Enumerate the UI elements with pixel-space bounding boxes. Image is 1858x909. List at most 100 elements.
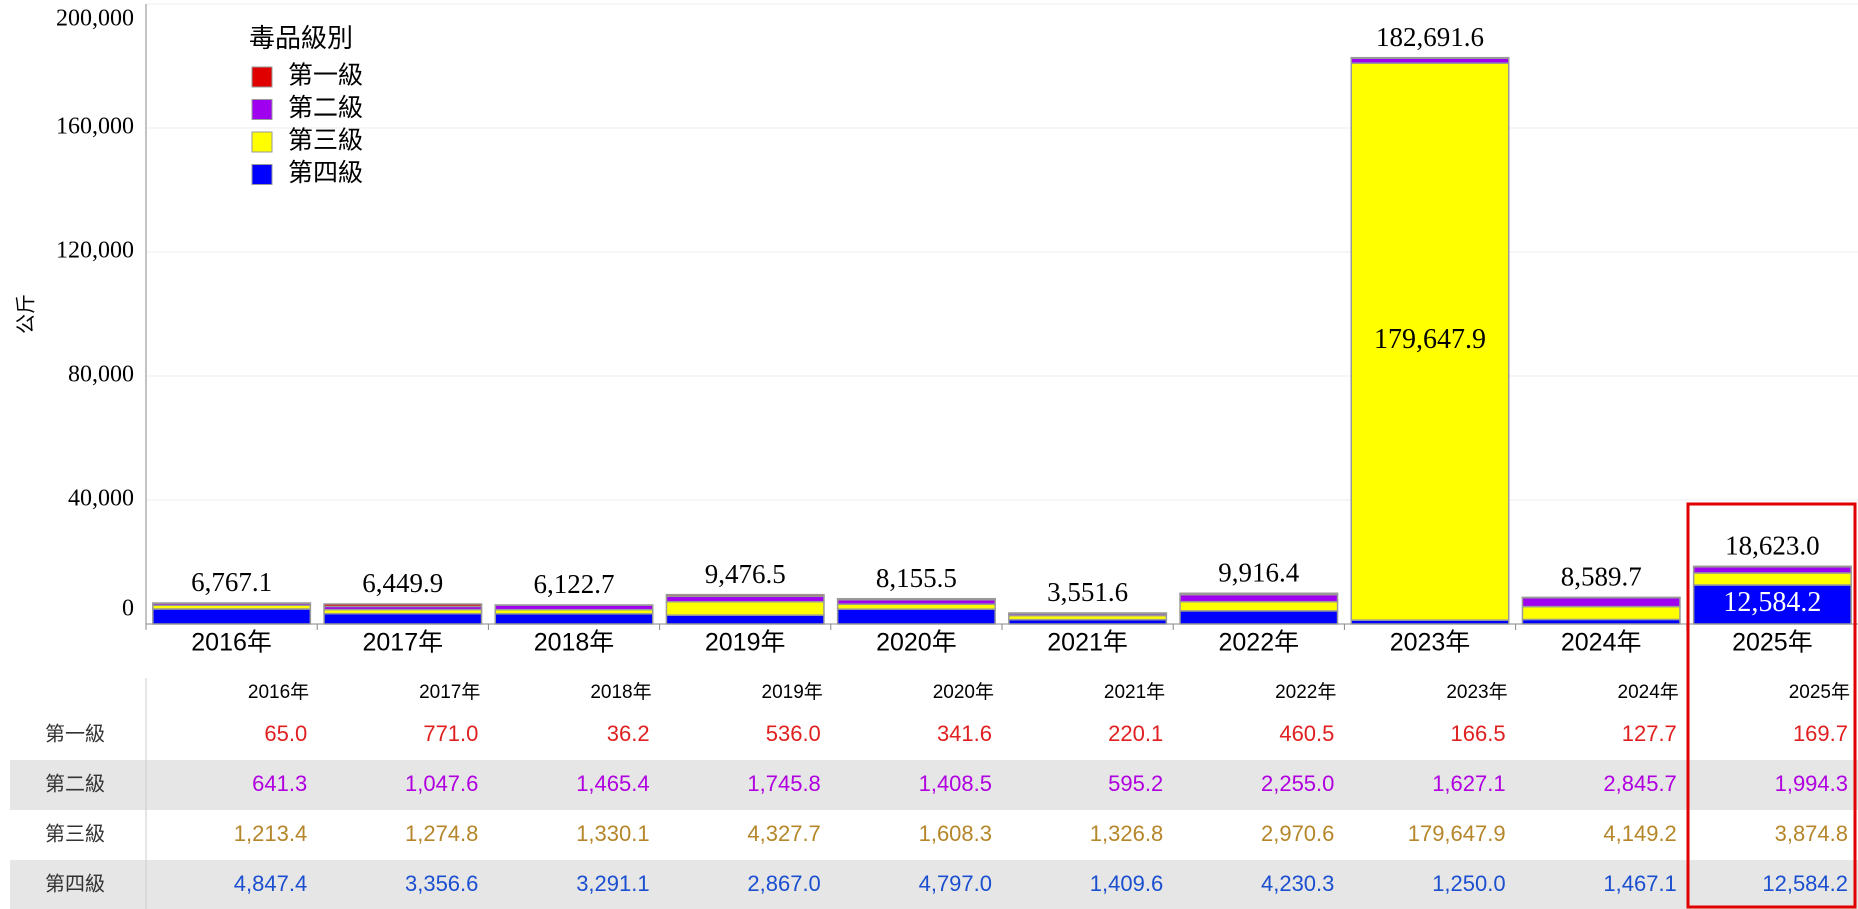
table-cell: 595.2 <box>1108 771 1163 796</box>
legend-label: 第四級 <box>288 159 363 187</box>
table-cell: 536.0 <box>766 721 821 746</box>
legend-label: 第三級 <box>288 127 363 155</box>
table-cell: 3,874.8 <box>1775 821 1848 846</box>
legend-title: 毒品級別 <box>249 24 353 53</box>
y-axis-title: 公斤 <box>15 294 38 334</box>
legend-label: 第一級 <box>288 62 363 90</box>
table-cell: 4,327.7 <box>747 821 820 846</box>
y-tick-label: 40,000 <box>68 486 134 512</box>
table-cell: 4,230.3 <box>1261 871 1334 896</box>
table-cell: 4,847.4 <box>234 871 307 896</box>
table-cell: 341.6 <box>937 721 992 746</box>
y-tick-label: 80,000 <box>68 362 134 388</box>
table-cell: 1,326.8 <box>1090 821 1163 846</box>
total-label: 18,623.0 <box>1725 530 1820 560</box>
table-cell: 220.1 <box>1108 721 1163 746</box>
table-cell: 3,291.1 <box>576 871 649 896</box>
bar-segment <box>1692 584 1852 625</box>
table-header: 2016年 <box>248 681 309 703</box>
y-tick-label: 160,000 <box>56 114 134 140</box>
table-cell: 169.7 <box>1793 721 1848 746</box>
table-cell: 1,047.6 <box>405 771 478 796</box>
x-tick-label: 2020年 <box>876 629 957 657</box>
bar-segment <box>665 595 825 603</box>
table-header: 2017年 <box>419 681 480 703</box>
legend-swatch <box>251 131 273 153</box>
bar-segment <box>665 593 825 598</box>
bar-segment <box>1179 593 1339 603</box>
table-cell: 1,330.1 <box>576 821 649 846</box>
table-header: 2019年 <box>762 681 823 703</box>
y-tick-label: 0 <box>122 596 134 622</box>
bar-segment <box>836 608 996 625</box>
table-row-label: 第二級 <box>45 772 105 795</box>
table-cell: 1,274.8 <box>405 821 478 846</box>
row-band <box>10 860 1858 909</box>
bar-segment <box>1692 566 1852 574</box>
table-cell: 771.0 <box>423 721 478 746</box>
table-cell: 1,608.3 <box>919 821 992 846</box>
x-tick-label: 2016年 <box>191 629 272 657</box>
x-tick-label: 2018年 <box>534 629 615 657</box>
table-row-label: 第一級 <box>45 722 105 745</box>
bar-segment <box>323 612 483 625</box>
table-cell: 12,584.2 <box>1762 871 1848 896</box>
table-header: 2024年 <box>1618 681 1679 703</box>
total-label: 8,155.5 <box>876 563 957 593</box>
table-header: 2020年 <box>933 681 994 703</box>
total-label: 9,916.4 <box>1218 557 1300 587</box>
legend-swatch <box>251 66 273 88</box>
total-label: 182,691.6 <box>1376 22 1484 52</box>
legend-label: 第二級 <box>288 94 363 122</box>
legend-swatch <box>251 99 273 120</box>
x-tick-label: 2021年 <box>1047 629 1128 657</box>
bar-segment <box>1350 57 1510 64</box>
bar-segment <box>665 600 825 616</box>
row-band <box>10 760 1858 810</box>
bar-segment <box>1692 572 1852 586</box>
x-tick-label: 2025年 <box>1732 629 1813 657</box>
bar-segment <box>1692 565 1852 568</box>
bar-segment <box>152 608 312 625</box>
table-row-label: 第三級 <box>45 822 105 845</box>
table-cell: 1,994.3 <box>1775 771 1848 796</box>
table-header: 2023年 <box>1446 681 1507 703</box>
table-cell: 460.5 <box>1279 721 1334 746</box>
table-cell: 2,970.6 <box>1261 821 1334 846</box>
total-label: 6,767.1 <box>191 567 272 597</box>
segment-label: 179,647.9 <box>1374 324 1486 355</box>
x-tick-label: 2017年 <box>362 629 443 657</box>
x-tick-label: 2019年 <box>705 629 786 657</box>
x-tick-label: 2022年 <box>1218 629 1299 657</box>
total-label: 3,551.6 <box>1047 577 1128 607</box>
table-cell: 641.3 <box>252 771 307 796</box>
table-cell: 4,149.2 <box>1603 821 1676 846</box>
bar-segment <box>665 614 825 625</box>
bar-segment <box>836 597 996 601</box>
bar-segment <box>1179 610 1339 625</box>
table-cell: 2,845.7 <box>1603 771 1676 796</box>
bar-segment <box>1350 56 1510 59</box>
table-cell: 1,408.5 <box>919 771 992 796</box>
table-row-label: 第四級 <box>45 872 105 895</box>
table-cell: 179,647.9 <box>1408 821 1506 846</box>
segment-label: 12,584.2 <box>1723 587 1821 618</box>
y-tick-label: 120,000 <box>56 238 134 264</box>
x-tick-label: 2024年 <box>1561 629 1642 657</box>
total-label: 6,449.9 <box>362 568 443 598</box>
table-cell: 1,409.6 <box>1090 871 1163 896</box>
total-label: 9,476.5 <box>705 559 786 589</box>
bar-segment <box>1008 612 1168 615</box>
table-cell: 36.2 <box>607 721 650 746</box>
total-label: 6,122.7 <box>534 569 615 599</box>
bar-segment <box>1521 605 1681 621</box>
y-tick-label: 200,000 <box>56 6 134 32</box>
table-cell: 1,213.4 <box>234 821 307 846</box>
table-cell: 2,867.0 <box>747 871 820 896</box>
total-label: 8,589.7 <box>1561 562 1642 592</box>
table-cell: 65.0 <box>264 721 307 746</box>
bar-segment <box>1521 597 1681 608</box>
table-cell: 3,356.6 <box>405 871 478 896</box>
table-cell: 166.5 <box>1451 721 1506 746</box>
